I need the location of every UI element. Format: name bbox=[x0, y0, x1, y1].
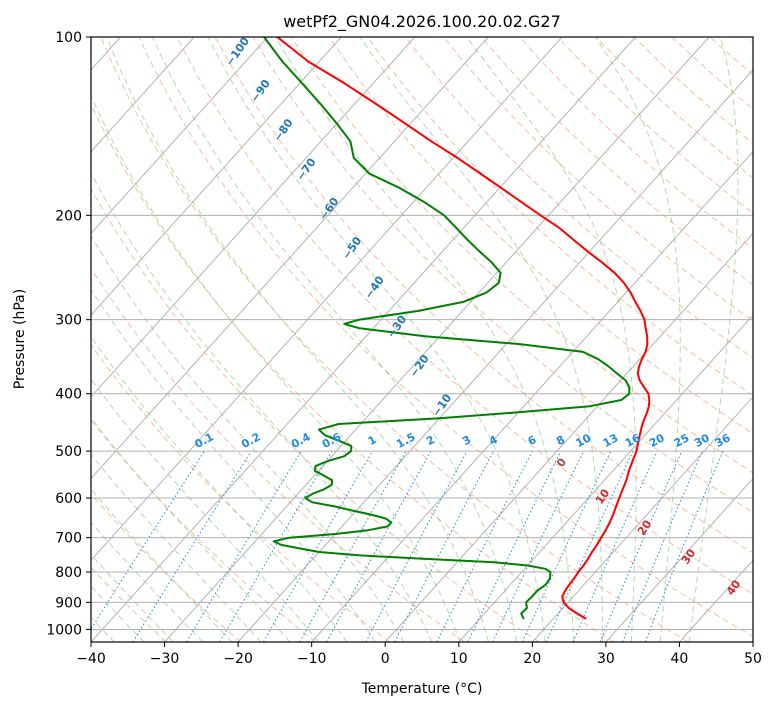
mixing-ratio-line bbox=[599, 450, 683, 642]
x-tick-label: −10 bbox=[297, 651, 327, 667]
moist-adiabat-line bbox=[152, 37, 518, 642]
mixing-ratio-line bbox=[572, 450, 658, 642]
x-tick-label: 40 bbox=[671, 651, 689, 667]
y-tick-label: 200 bbox=[55, 208, 82, 224]
x-tick-label: −40 bbox=[76, 651, 106, 667]
moist-adiabat-line bbox=[688, 37, 739, 642]
skewed-isotherms bbox=[91, 37, 753, 642]
y-axis-label: Pressure (hPa) bbox=[12, 289, 28, 389]
mixing-ratio-line bbox=[365, 450, 468, 642]
mixing-ratio-line bbox=[132, 450, 252, 642]
moist-adiabat-line bbox=[91, 417, 291, 642]
dry-adiabat-line bbox=[91, 267, 465, 642]
mixing-ratio-line bbox=[644, 450, 724, 642]
plot-frame bbox=[90, 36, 754, 643]
plot-area: −100−90−80−70−60−50−40−30−20−10010203040… bbox=[91, 37, 753, 642]
dry-adiabat-line bbox=[214, 37, 753, 554]
moist-adiabat-line bbox=[91, 335, 348, 642]
dry-adiabat-line bbox=[176, 37, 753, 595]
dry-adiabat-line bbox=[100, 37, 689, 642]
mixing-ratio-line bbox=[622, 450, 703, 642]
moist-adiabat-line bbox=[91, 378, 319, 642]
isotherm-line bbox=[311, 150, 753, 642]
mixing-ratio-line bbox=[546, 450, 634, 642]
dry-adiabat-line bbox=[328, 37, 753, 435]
mixing-ratio-line bbox=[436, 450, 533, 642]
dry-adiabat-line bbox=[138, 37, 753, 637]
isotherm-line bbox=[237, 69, 753, 642]
moist-adiabat-line bbox=[207, 37, 546, 642]
dry-adiabat-line bbox=[91, 103, 614, 642]
isotherm-line bbox=[91, 37, 489, 480]
dry-adiabat-line bbox=[91, 419, 316, 642]
mixing-ratio-label: 16 bbox=[623, 431, 643, 450]
moist-adiabat-line bbox=[594, 37, 681, 642]
moist-adiabat-line bbox=[275, 37, 575, 642]
mixing-ratio-label: 13 bbox=[601, 431, 621, 450]
y-tick-label: 400 bbox=[55, 387, 82, 403]
x-tick-label: 0 bbox=[381, 651, 390, 667]
mixing-ratio-label: 25 bbox=[672, 431, 692, 450]
isotherm-line bbox=[458, 314, 753, 642]
isotherm-line bbox=[91, 37, 342, 316]
isotherm-line bbox=[605, 477, 753, 642]
x-tick-label: 30 bbox=[597, 651, 615, 667]
y-tick-label: 900 bbox=[55, 595, 82, 611]
dry-adiabat-line bbox=[443, 37, 753, 322]
moist-adiabat-line bbox=[91, 453, 262, 642]
x-tick-label: −20 bbox=[223, 651, 253, 667]
moist-adiabat-line bbox=[466, 37, 637, 642]
x-tick-label: 20 bbox=[523, 651, 541, 667]
mixing-ratio-line bbox=[91, 450, 205, 630]
x-axis: −40 −30 −20 −10 0 10 20 30 40 50 bbox=[76, 642, 762, 667]
mixing-ratio-lines bbox=[91, 450, 724, 642]
y-tick-label: 300 bbox=[55, 313, 82, 329]
y-tick-label: 100 bbox=[55, 30, 82, 46]
chart-title: wetPf2_GN04.2026.100.20.02.G27 bbox=[283, 12, 561, 32]
dry-adiabat-line bbox=[252, 37, 753, 513]
isotherm-line bbox=[531, 396, 753, 642]
mixing-ratio-line bbox=[326, 450, 432, 642]
dry-adiabat-line bbox=[91, 493, 242, 642]
dry-adiabat-line bbox=[405, 37, 753, 359]
dry-adiabats bbox=[91, 37, 753, 642]
isotherm-line bbox=[91, 37, 636, 642]
mixing-ratio-line bbox=[299, 450, 407, 642]
moist-adiabats bbox=[91, 37, 739, 642]
dry-adiabat-line bbox=[366, 37, 753, 397]
temperature-profile-line bbox=[276, 37, 651, 620]
y-tick-label: 700 bbox=[55, 531, 82, 547]
dewpoint-profile-line bbox=[263, 37, 631, 620]
y-tick-label: 800 bbox=[55, 565, 82, 581]
moist-adiabat-line bbox=[91, 94, 461, 642]
x-tick-label: 50 bbox=[744, 651, 762, 667]
isotherm-line bbox=[384, 232, 753, 642]
x-tick-label: 10 bbox=[450, 651, 468, 667]
isotherm-line bbox=[164, 37, 710, 642]
moist-adiabat-line bbox=[359, 37, 603, 642]
y-tick-label: 600 bbox=[55, 491, 82, 507]
isotherm-line bbox=[91, 37, 416, 398]
dry-adiabat-line bbox=[91, 187, 540, 642]
dry-adiabat-line bbox=[91, 566, 167, 642]
mixing-ratio-label: 36 bbox=[713, 431, 733, 450]
moist-adiabat-line bbox=[91, 171, 433, 642]
isotherm-line bbox=[91, 37, 269, 235]
moist-adiabat-line bbox=[106, 37, 489, 642]
mixing-ratio-label: 30 bbox=[692, 431, 712, 450]
mixing-ratio-label: 10 bbox=[574, 431, 594, 450]
x-axis-label: Temperature (°C) bbox=[361, 681, 483, 697]
x-tick-label: −30 bbox=[150, 651, 180, 667]
moist-adiabat-line bbox=[91, 288, 376, 642]
pressure-gridlines bbox=[91, 37, 753, 630]
y-axis: 100 200 300 400 500 600 700 800 900 1000 bbox=[46, 30, 91, 638]
profile-series bbox=[263, 37, 651, 620]
isotherm-line bbox=[91, 37, 563, 562]
moist-adiabat-line bbox=[91, 234, 405, 642]
isotherm-line bbox=[91, 37, 195, 153]
mixing-ratio-label: 20 bbox=[647, 431, 667, 450]
y-tick-label: 1000 bbox=[46, 622, 82, 638]
y-tick-label: 500 bbox=[55, 444, 82, 460]
